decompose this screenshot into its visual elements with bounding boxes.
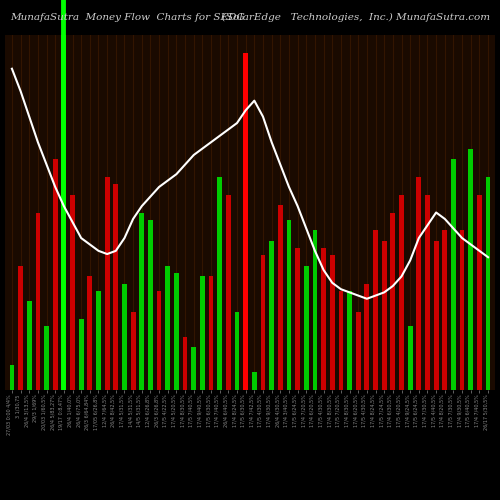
Bar <box>105 177 110 390</box>
Bar <box>382 241 386 390</box>
Bar <box>347 290 352 390</box>
Bar <box>278 206 282 390</box>
Bar <box>416 177 421 390</box>
Bar <box>18 266 23 390</box>
Bar <box>27 301 32 390</box>
Bar <box>486 177 490 390</box>
Bar <box>270 241 274 390</box>
Bar <box>218 177 222 390</box>
Bar <box>10 365 14 390</box>
Bar <box>364 284 370 390</box>
Bar <box>62 35 66 390</box>
Bar <box>192 348 196 390</box>
Bar <box>425 194 430 390</box>
Bar <box>44 326 49 390</box>
Bar <box>390 212 395 390</box>
Bar <box>174 273 179 390</box>
Bar <box>70 194 75 390</box>
Bar <box>114 184 118 390</box>
Bar <box>252 372 256 390</box>
Bar <box>434 241 438 390</box>
Bar <box>373 230 378 390</box>
Bar <box>148 220 153 390</box>
Bar <box>312 230 318 390</box>
Bar <box>234 312 240 390</box>
Bar <box>122 284 127 390</box>
Bar <box>356 312 360 390</box>
Bar <box>330 255 334 390</box>
Bar <box>182 337 188 390</box>
Bar <box>36 212 41 390</box>
Bar <box>140 212 144 390</box>
Bar <box>295 248 300 390</box>
Text: MunafaSutra  Money Flow  Charts for SEDG: MunafaSutra Money Flow Charts for SEDG <box>10 12 245 22</box>
Bar <box>130 312 136 390</box>
Bar <box>477 194 482 390</box>
Bar <box>460 230 464 390</box>
Bar <box>79 319 84 390</box>
Bar <box>96 290 101 390</box>
Bar <box>321 248 326 390</box>
Bar <box>244 52 248 390</box>
Bar <box>286 220 292 390</box>
Bar <box>399 194 404 390</box>
Bar <box>53 159 58 390</box>
Bar <box>442 230 447 390</box>
Bar <box>156 290 162 390</box>
Text: (SolarEdge   Technologies,  Inc.) MunafaSutra.com: (SolarEdge Technologies, Inc.) MunafaSut… <box>222 12 490 22</box>
Bar <box>260 255 266 390</box>
Bar <box>200 276 205 390</box>
Bar <box>338 290 344 390</box>
Bar <box>88 276 92 390</box>
Bar <box>208 276 214 390</box>
Bar <box>226 194 230 390</box>
Bar <box>304 266 308 390</box>
Bar <box>166 266 170 390</box>
Bar <box>451 159 456 390</box>
Bar <box>468 148 473 390</box>
Bar <box>5 35 495 390</box>
Bar <box>408 326 412 390</box>
